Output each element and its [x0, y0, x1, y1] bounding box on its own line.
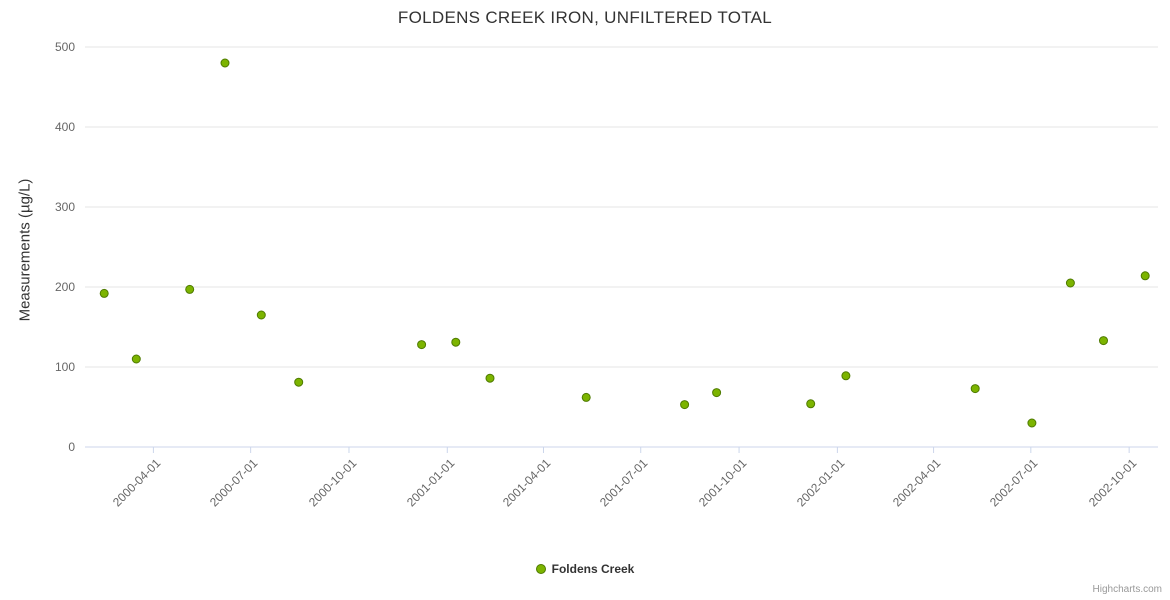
y-axis-label: 400 [54, 120, 75, 134]
data-point[interactable] [220, 58, 230, 68]
data-point[interactable] [417, 340, 427, 350]
chart-title: FOLDENS CREEK IRON, UNFILTERED TOTAL [397, 8, 773, 27]
data-point[interactable] [581, 392, 591, 402]
highcharts-credits-link[interactable]: Highcharts.com [1092, 584, 1162, 595]
data-point[interactable] [680, 400, 690, 410]
data-point[interactable] [451, 337, 461, 347]
data-point[interactable] [1065, 278, 1075, 288]
legend-item-foldens-creek[interactable]: Foldens Creek [535, 562, 635, 576]
data-point[interactable] [806, 399, 816, 409]
data-point[interactable] [1099, 336, 1108, 346]
data-point[interactable] [185, 284, 195, 294]
data-point[interactable] [131, 354, 141, 364]
data-point[interactable] [256, 310, 266, 320]
data-point[interactable] [485, 373, 495, 383]
legend: Foldens Creek [0, 562, 1170, 576]
y-axis-label: 300 [54, 200, 75, 214]
legend-label: Foldens Creek [551, 562, 635, 576]
data-point[interactable] [712, 388, 722, 398]
data-point[interactable] [841, 371, 851, 381]
y-axis-label: 500 [54, 40, 75, 54]
data-point[interactable] [1140, 271, 1150, 281]
legend-marker-icon [535, 564, 546, 574]
data-point[interactable] [99, 288, 109, 298]
data-point[interactable] [970, 384, 980, 394]
y-axis-label: 100 [54, 360, 75, 374]
data-point[interactable] [294, 377, 304, 387]
data-point[interactable] [1027, 418, 1037, 428]
y-axis-label: 0 [68, 440, 75, 454]
y-axis-label: 200 [54, 280, 75, 294]
